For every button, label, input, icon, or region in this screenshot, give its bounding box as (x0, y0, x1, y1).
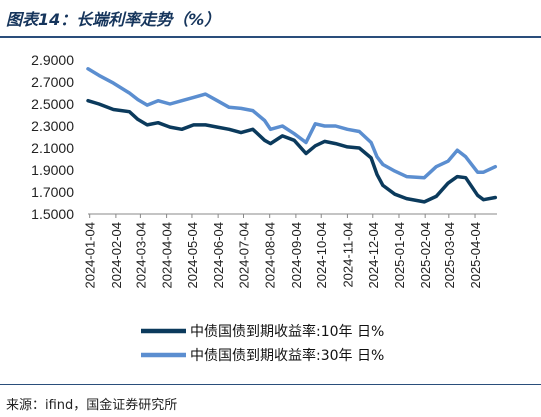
x-tick-label: 2024-11-04 (340, 222, 355, 288)
x-tick-label: 2024-08-04 (263, 222, 278, 289)
legend: 中债国债到期收益率:10年 日% 中债国债到期收益率:30年 日% (141, 323, 384, 364)
x-tick-label: 2025-03-04 (442, 222, 457, 289)
y-axis: 2.9000 2.7000 2.5000 2.3000 2.1000 1.9000 1.70… (31, 52, 74, 222)
y-tick-label: 2.9000 (31, 52, 74, 68)
y-tick-label: 2.5000 (31, 96, 74, 112)
source-note: 来源：ifind，国金证券研究所 (6, 398, 178, 413)
x-tick-label: 2025-01-04 (392, 222, 407, 289)
y-tick-label: 1.5000 (31, 206, 74, 222)
x-axis: 2024-01-04 2024-02-04 2024-03-04 2024-04-04… (83, 214, 483, 289)
x-tick-label: 2025-04-04 (468, 222, 483, 289)
footer-divider (0, 384, 541, 385)
y-tick-label: 2.3000 (31, 118, 74, 134)
x-tick-label: 2024-12-04 (366, 222, 381, 289)
x-tick-label: 2024-05-04 (185, 222, 200, 289)
x-tick-label: 2024-01-04 (83, 222, 98, 289)
chart-title: 图表14：长端利率走势（%） (6, 10, 221, 29)
x-tick-label: 2024-04-04 (160, 222, 175, 289)
y-tick-label: 1.7000 (31, 184, 74, 200)
legend-label: 中债国债到期收益率:30年 日% (190, 347, 384, 364)
plot-area (86, 67, 498, 204)
x-tick-label: 2024-10-04 (314, 222, 329, 289)
x-tick-label: 2024-06-04 (211, 222, 226, 289)
y-tick-label: 1.9000 (31, 162, 74, 178)
series-line-10y (86, 98, 498, 204)
y-tick-label: 2.1000 (31, 140, 74, 156)
x-tick-label: 2024-07-04 (236, 222, 251, 289)
x-tick-label: 2025-02-04 (418, 222, 433, 289)
series-line-30y (86, 67, 498, 180)
x-tick-label: 2024-02-04 (109, 222, 124, 289)
x-tick-label: 2024-03-04 (133, 222, 148, 289)
x-tick-label: 2024-09-04 (289, 222, 304, 289)
legend-label: 中债国债到期收益率:10年 日% (190, 323, 384, 340)
y-tick-label: 2.7000 (31, 74, 74, 90)
title-divider (0, 36, 541, 38)
